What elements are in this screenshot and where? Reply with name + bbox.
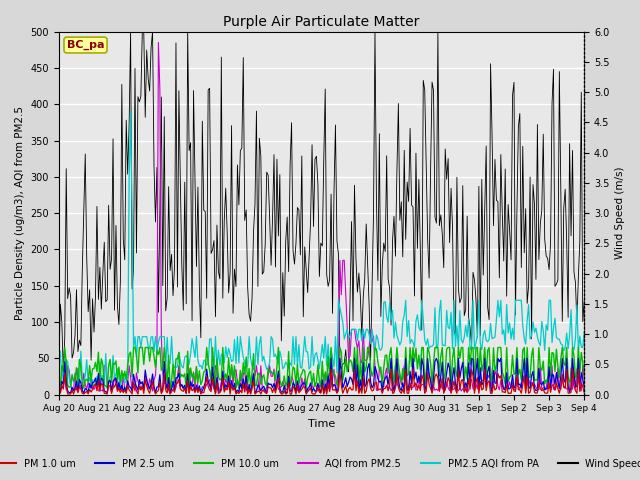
X-axis label: Time: Time [308, 419, 335, 429]
Legend: PM 1.0 um, PM 2.5 um, PM 10.0 um, AQI from PM2.5, PM2.5 AQI from PA, Wind Speed: PM 1.0 um, PM 2.5 um, PM 10.0 um, AQI fr… [0, 455, 640, 473]
Title: Purple Air Particulate Matter: Purple Air Particulate Matter [223, 15, 420, 29]
Y-axis label: Particle Density (ug/m3), AQI from PM2.5: Particle Density (ug/m3), AQI from PM2.5 [15, 106, 25, 320]
Y-axis label: Wind Speed (m/s): Wind Speed (m/s) [615, 167, 625, 259]
Text: BC_pa: BC_pa [67, 40, 104, 50]
